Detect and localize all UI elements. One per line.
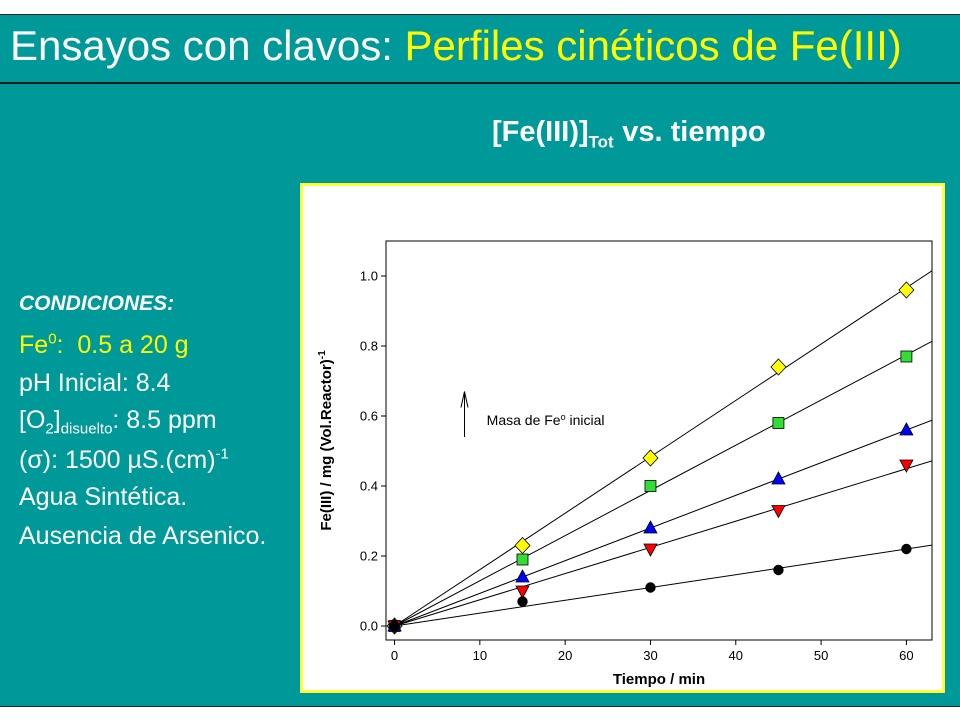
top-border-line [0, 14, 960, 15]
conductivity-exponent: -1 [215, 445, 229, 463]
data-point-triangle-up-3 [515, 569, 530, 583]
x-axis-label: Tiempo / min [613, 671, 705, 688]
title-white-part: Ensayos con clavos: [10, 22, 393, 69]
data-point-triangle-down-4 [899, 459, 914, 473]
x-tick-label: 60 [899, 648, 913, 663]
subtitle-main: [Fe(III)] [492, 116, 589, 148]
subtitle-subscript: Tot [588, 132, 614, 152]
condition-conductivity: (σ): 1500 µS.(cm)-1 [19, 445, 229, 475]
y-tick-label: 0.0 [360, 619, 378, 634]
y-axis-label: Fe(III) / mg (Vol.Reactor)-1 [317, 350, 335, 531]
iron-symbol: Fe [19, 331, 49, 359]
data-point-triangle-up-3 [643, 520, 658, 534]
data-point-triangle-down-4 [643, 543, 658, 557]
oxygen-state-subscript: disuelto [60, 420, 113, 438]
chart-subtitle: [Fe(III)]Tot vs. tiempo [492, 114, 766, 152]
condition-oxygen: [O2]disuelto: 8.5 ppm [19, 405, 217, 438]
y-axis-label-text: Fe(III) / mg (Vol.Reactor) [318, 359, 335, 530]
data-point-circle-5 [389, 620, 400, 632]
iron-superscript: 0 [48, 330, 57, 348]
x-tick-label: 10 [473, 648, 487, 663]
title-yellow-part: Perfiles cinéticos de Fe(III) [404, 22, 902, 69]
annotation-text: Masa de Feo inicial [487, 412, 605, 428]
slide-title: Ensayos con clavos: Perfiles cinéticos d… [10, 25, 902, 67]
y-tick-label: 0.4 [360, 479, 378, 494]
x-tick-label: 30 [643, 648, 657, 663]
oxygen-close: ] [53, 406, 61, 434]
y-axis-label-exponent: -1 [317, 350, 328, 359]
title-divider [0, 82, 960, 84]
conditions-heading: CONDICIONES: [19, 292, 175, 315]
bottom-border-line [0, 706, 960, 707]
chart-panel: 0.0 0.2 0.4 0.6 0.8 1.0 0 10 20 30 40 50 60 Tiempo / … [300, 183, 945, 693]
x-tick-label: 40 [729, 648, 743, 663]
data-point-square-2 [644, 480, 657, 492]
fit-line-5 [394, 544, 932, 627]
data-point-triangle-down-4 [515, 585, 530, 599]
kinetics-chart: 0.0 0.2 0.4 0.6 0.8 1.0 0 10 20 30 40 50 60 Tiempo / … [317, 240, 933, 688]
y-tick-label: 1.0 [360, 269, 378, 284]
data-point-square-2 [900, 350, 913, 363]
oxygen-open: [O [19, 406, 46, 434]
fit-line-2 [394, 340, 932, 627]
data-point-square-2 [772, 417, 785, 429]
data-point-triangle-up-3 [899, 422, 914, 436]
data-point-circle-5 [517, 596, 528, 607]
condition-ph: pH Inicial: 8.4 [19, 369, 171, 397]
condition-water: Agua Sintética. [19, 483, 188, 511]
oxygen-value: : 8.5 ppm [112, 406, 217, 434]
annotation-text-rest: inicial [566, 412, 605, 428]
condition-iron-mass: Fe0: 0.5 a 20 g [19, 330, 189, 360]
y-tick-label: 0.6 [360, 409, 378, 424]
annotation-text-main: Masa de Fe [487, 412, 561, 428]
x-tick-label: 0 [391, 648, 398, 663]
data-point-circle-5 [773, 564, 784, 576]
plot-frame [385, 240, 933, 641]
data-point-square-2 [516, 553, 529, 566]
data-point-diamond-1 [770, 358, 787, 376]
x-tick-label: 20 [558, 648, 572, 663]
annotation-superscript: o [561, 412, 566, 422]
data-point-circle-5 [901, 543, 912, 555]
y-tick-label: 0.2 [360, 549, 378, 564]
data-point-triangle-up-3 [771, 471, 786, 485]
x-tick-label: 50 [814, 648, 828, 663]
fit-line-4 [394, 460, 932, 627]
data-point-diamond-1 [514, 536, 531, 555]
data-point-triangle-down-4 [771, 505, 786, 519]
fit-line-3 [394, 419, 932, 627]
data-point-circle-5 [645, 582, 656, 593]
condition-arsenic: Ausencia de Arsenico. [19, 522, 267, 550]
y-tick-label: 0.8 [360, 339, 378, 354]
conductivity-value: (σ): 1500 µS.(cm) [19, 446, 216, 474]
annotation-arrowhead [460, 391, 469, 408]
iron-mass-value: : 0.5 a 20 g [56, 331, 189, 359]
oxygen-subscript: 2 [45, 420, 54, 438]
fit-line-1 [394, 270, 932, 627]
subtitle-rest: vs. tiempo [622, 116, 766, 148]
data-point-diamond-1 [642, 449, 659, 467]
data-point-diamond-1 [898, 281, 915, 299]
